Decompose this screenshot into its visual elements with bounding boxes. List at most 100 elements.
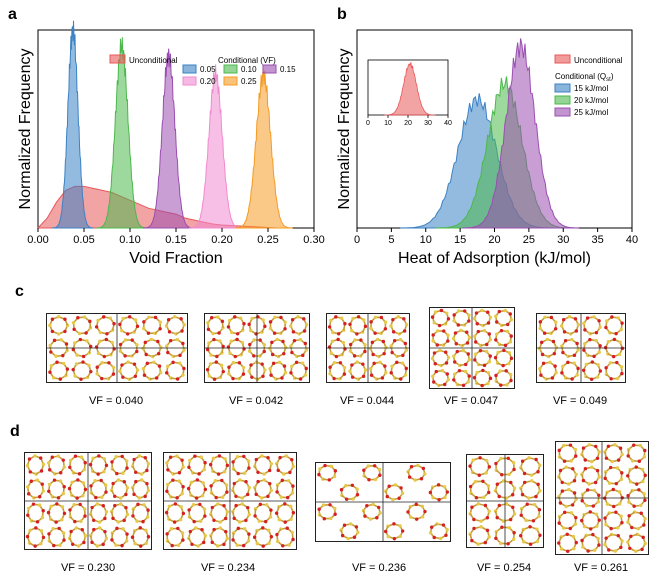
framework-atom [71, 542, 75, 546]
framework-atom [431, 339, 435, 343]
framework-atom [354, 525, 359, 529]
framework-atom [125, 486, 130, 490]
framework-atom [84, 331, 88, 335]
framework-atom [616, 316, 620, 320]
framework-atom [329, 351, 333, 356]
legend-swatch-0.20 [182, 76, 197, 86]
framework-atom [134, 479, 138, 484]
framework-atom [583, 467, 588, 471]
framework-atom [452, 313, 456, 317]
framework-atom [503, 308, 508, 313]
framework-atom [49, 364, 54, 368]
x-axis-label: Void Fraction [129, 250, 222, 267]
framework-atom [180, 491, 184, 496]
framework-atom [52, 543, 56, 548]
d-structure-caption: VF = 0.236 [351, 562, 407, 574]
framework-atom [264, 503, 269, 507]
framework-atom [132, 492, 136, 497]
framework-atom [95, 502, 100, 506]
framework-atom [474, 311, 479, 315]
framework-atom [494, 338, 498, 342]
framework-atom [363, 368, 368, 372]
framework-atom [220, 319, 225, 324]
framework-atom [587, 482, 591, 486]
framework-atom [593, 480, 598, 485]
framework-atom [182, 348, 186, 352]
framework-atom [522, 480, 527, 485]
inset-tick-label: 30 [424, 120, 432, 127]
framework-atom [407, 475, 412, 479]
framework-atom [145, 468, 149, 473]
framework-atom [590, 360, 595, 364]
framework-atom [216, 315, 220, 319]
framework-atom [224, 529, 228, 534]
framework-atom [610, 459, 614, 464]
framework-atom [181, 341, 185, 346]
framework-atom [234, 503, 238, 508]
legend-swatch-unconditional [554, 54, 571, 64]
framework-atom [76, 478, 80, 482]
framework-atom [495, 482, 500, 486]
framework-atom [130, 338, 134, 342]
framework-atom [101, 504, 105, 508]
framework-atom [474, 340, 478, 344]
framework-atom [349, 328, 354, 333]
framework-atom [373, 477, 378, 482]
framework-atom [615, 466, 620, 470]
framework-atom [254, 360, 259, 364]
framework-atom [121, 471, 125, 475]
framework-atom [121, 527, 125, 531]
framework-atom [103, 516, 107, 521]
framework-atom [195, 478, 200, 482]
framework-atom [467, 358, 471, 362]
framework-atom [574, 329, 579, 333]
framework-atom [200, 494, 205, 498]
framework-atom [208, 462, 213, 467]
framework-atom [505, 383, 509, 387]
framework-atom [522, 471, 527, 476]
framework-atom [582, 321, 586, 326]
framework-atom [512, 467, 516, 472]
framework-atom [110, 340, 114, 345]
framework-atom [124, 539, 129, 543]
framework-atom [81, 360, 85, 364]
framework-atom [534, 457, 538, 462]
framework-atom [572, 353, 577, 358]
framework-atom [124, 505, 128, 510]
framework-atom [444, 350, 448, 354]
framework-atom [181, 484, 185, 489]
framework-atom [246, 505, 250, 510]
legend-swatch-15 kJ/mol [554, 83, 571, 93]
framework-atom [392, 522, 396, 526]
framework-atom [350, 363, 354, 367]
framework-atom [257, 519, 262, 523]
framework-atom [100, 495, 104, 499]
framework-atom [303, 373, 308, 377]
legend-label-15 kJ/mol: 15 kJ/mol [574, 84, 608, 93]
framework-atom [385, 494, 389, 499]
framework-atom [575, 373, 579, 377]
framework-atom [144, 528, 148, 533]
framework-atom [73, 519, 77, 524]
framework-atom [132, 362, 137, 366]
framework-atom [277, 517, 281, 522]
framework-atom [201, 540, 206, 545]
framework-atom [75, 496, 79, 500]
framework-atom [89, 369, 93, 374]
framework-atom [614, 510, 618, 514]
framework-atom [78, 337, 83, 342]
x-tick-label: 40 [626, 234, 638, 246]
framework-atom [270, 352, 275, 357]
framework-atom [332, 376, 336, 381]
framework-atom [268, 515, 273, 519]
framework-atom [530, 479, 534, 483]
framework-atom [596, 536, 600, 541]
framework-atom [166, 482, 170, 487]
framework-atom [171, 360, 175, 365]
framework-atom [124, 492, 128, 497]
framework-atom [446, 355, 451, 360]
framework-atom [342, 523, 347, 527]
series-area-0.15 [143, 48, 195, 229]
framework-atom [111, 372, 116, 376]
framework-atom [511, 537, 516, 542]
